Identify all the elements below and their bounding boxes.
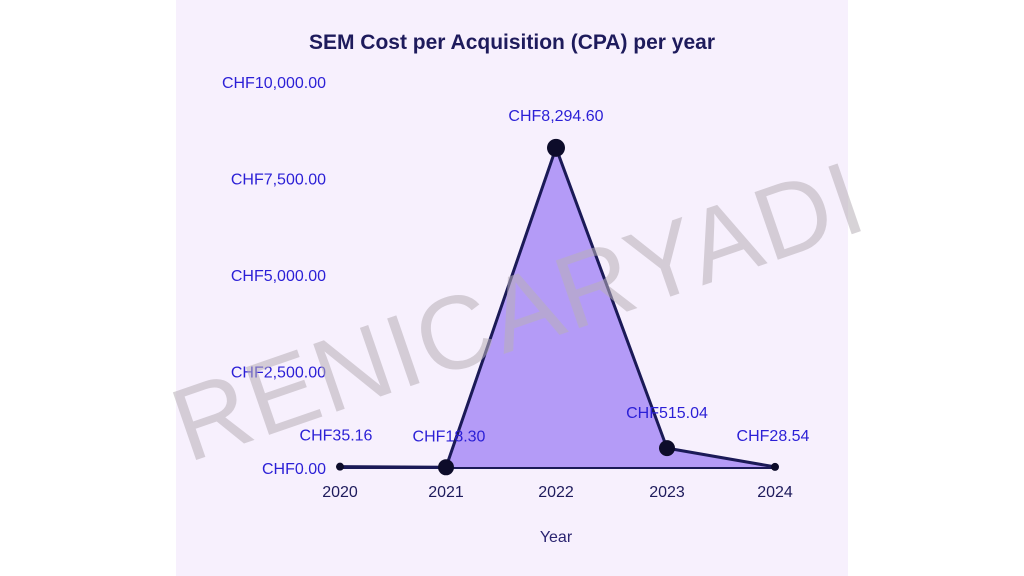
data-label: CHF35.16 <box>300 428 373 445</box>
y-axis-ticks: CHF0.00 CHF2,500.00 CHF5,000.00 CHF7,500.00… <box>222 75 326 478</box>
data-label: CHF18.30 <box>413 428 486 445</box>
y-tick-label: CHF0.00 <box>262 461 326 478</box>
area-fill <box>340 147 775 469</box>
data-labels: CHF35.16 CHF18.30 CHF8,294.60 CHF515.04 CHF2… <box>300 108 810 445</box>
data-label: CHF515.04 <box>626 405 708 422</box>
x-axis-ticks: 2020 2021 2022 2023 2024 <box>322 484 793 501</box>
y-tick-label: CHF10,000.00 <box>222 75 326 92</box>
data-point <box>659 440 675 457</box>
data-label: CHF28.54 <box>737 428 810 445</box>
chart-title: SEM Cost per Acquisition (CPA) per year <box>309 31 715 54</box>
data-point <box>438 459 454 476</box>
y-tick-label: CHF5,000.00 <box>231 268 326 285</box>
data-markers <box>336 138 779 476</box>
x-axis-label: Year <box>540 529 573 546</box>
x-tick-label: 2023 <box>649 484 685 501</box>
x-tick-label: 2024 <box>757 484 793 501</box>
data-point <box>336 462 344 471</box>
x-tick-label: 2021 <box>428 484 464 501</box>
data-label: CHF8,294.60 <box>508 108 603 125</box>
x-tick-label: 2022 <box>538 484 574 501</box>
data-point <box>771 462 779 471</box>
data-point <box>547 138 565 157</box>
x-tick-label: 2020 <box>322 484 358 501</box>
y-tick-label: CHF2,500.00 <box>231 365 326 382</box>
y-tick-label: CHF7,500.00 <box>231 172 326 189</box>
